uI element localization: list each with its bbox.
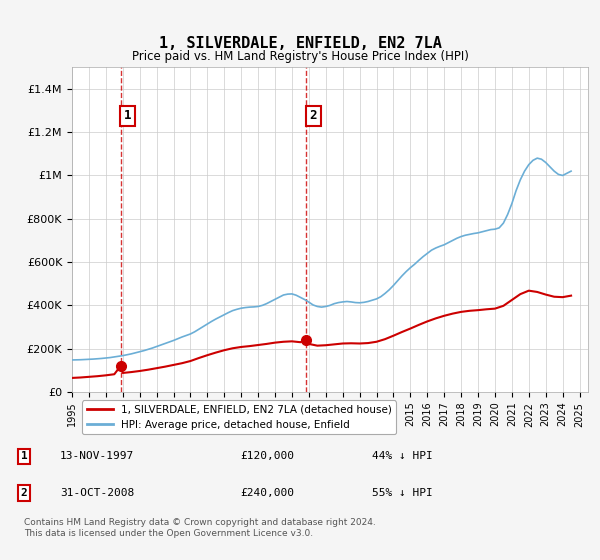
Text: 2: 2 [310, 109, 317, 123]
Text: 31-OCT-2008: 31-OCT-2008 [60, 488, 134, 498]
Text: £120,000: £120,000 [240, 451, 294, 461]
Text: 1: 1 [20, 451, 28, 461]
Text: 13-NOV-1997: 13-NOV-1997 [60, 451, 134, 461]
Legend: 1, SILVERDALE, ENFIELD, EN2 7LA (detached house), HPI: Average price, detached h: 1, SILVERDALE, ENFIELD, EN2 7LA (detache… [82, 400, 396, 434]
Text: Price paid vs. HM Land Registry's House Price Index (HPI): Price paid vs. HM Land Registry's House … [131, 50, 469, 63]
Text: 55% ↓ HPI: 55% ↓ HPI [372, 488, 433, 498]
Text: 44% ↓ HPI: 44% ↓ HPI [372, 451, 433, 461]
Text: 1, SILVERDALE, ENFIELD, EN2 7LA: 1, SILVERDALE, ENFIELD, EN2 7LA [158, 36, 442, 52]
Text: 2: 2 [20, 488, 28, 498]
Text: 1: 1 [124, 109, 131, 123]
Text: Contains HM Land Registry data © Crown copyright and database right 2024.
This d: Contains HM Land Registry data © Crown c… [24, 518, 376, 538]
Text: £240,000: £240,000 [240, 488, 294, 498]
